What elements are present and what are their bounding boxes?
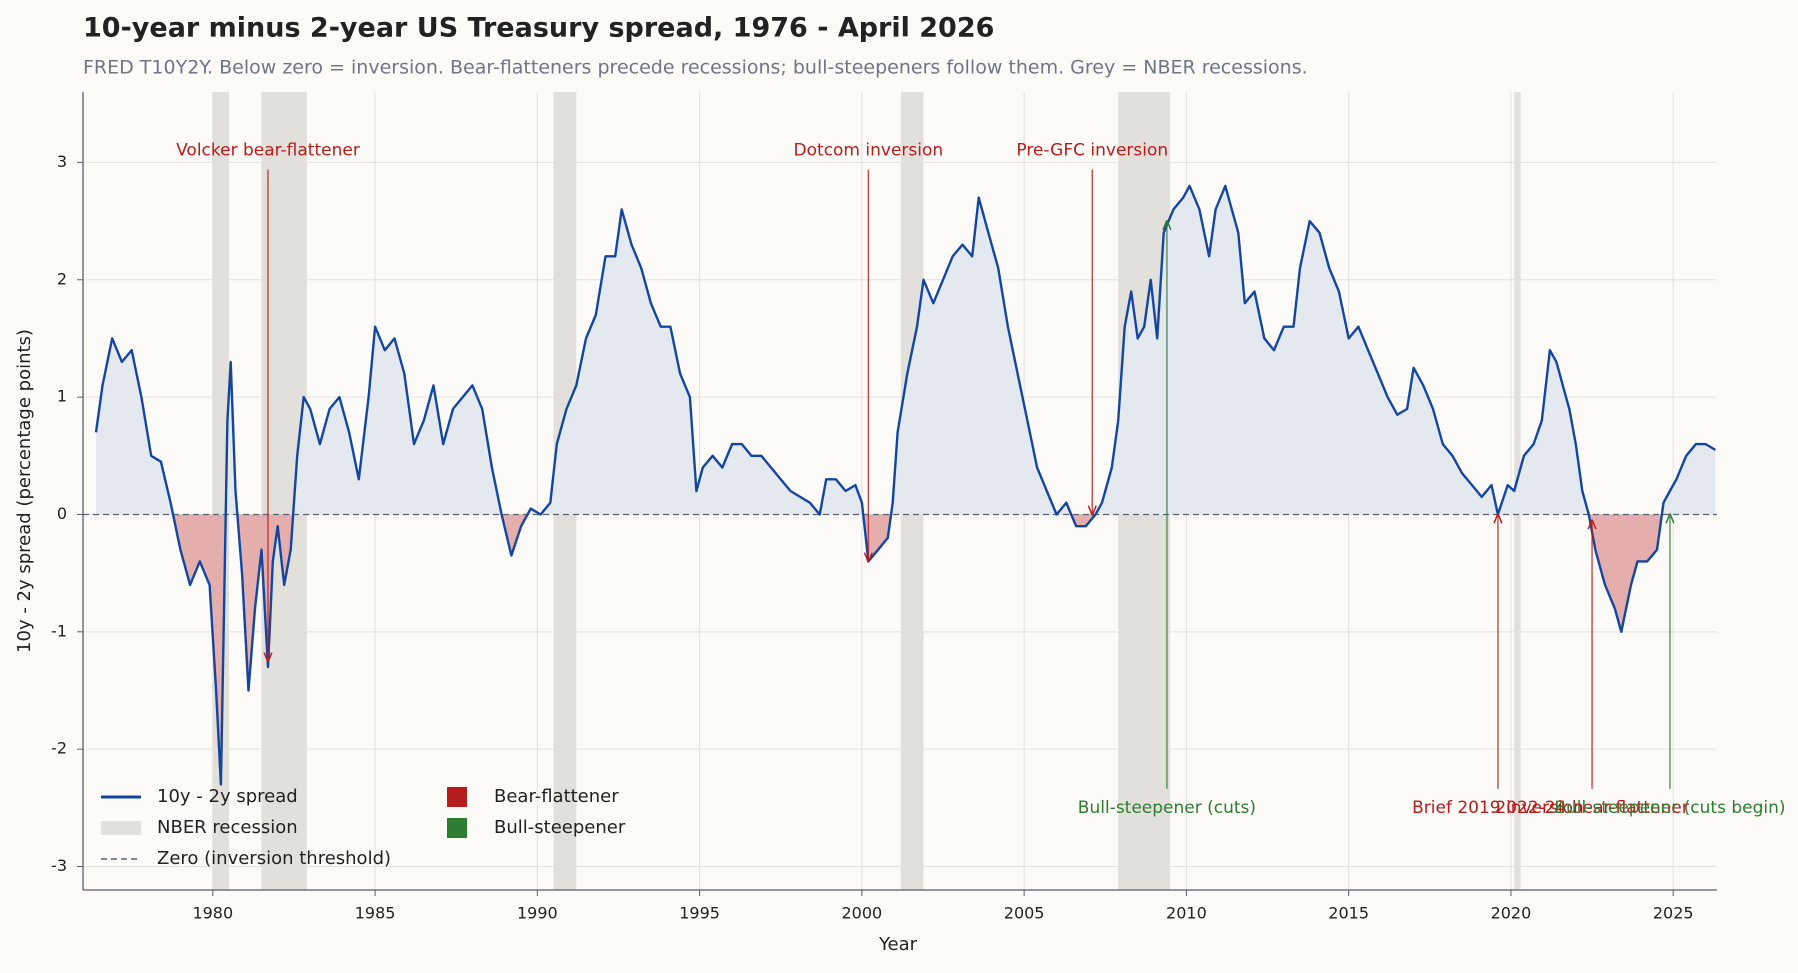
annotation-label: Bull-steepener (cuts begin) bbox=[1554, 798, 1785, 818]
x-tick-label: 2000 bbox=[842, 904, 883, 923]
x-tick-label: 2015 bbox=[1328, 904, 1369, 923]
annotation-label: 2022-24 bear-flattener bbox=[1495, 798, 1688, 818]
x-tick-label: 1995 bbox=[679, 904, 720, 923]
x-tick-label: 1990 bbox=[517, 904, 558, 923]
annotation-label: Volcker bear-flattener bbox=[176, 141, 360, 161]
y-tick-label: 1 bbox=[57, 387, 67, 406]
x-axis-label: Year bbox=[878, 934, 918, 955]
x-tick-label: 2010 bbox=[1166, 904, 1207, 923]
y-tick-label: 2 bbox=[57, 269, 67, 288]
annotation-label: Dotcom inversion bbox=[794, 141, 944, 161]
area-below bbox=[96, 514, 1716, 785]
series-line bbox=[94, 184, 1717, 786]
annotation-label: Brief 2019 inversion bbox=[1412, 798, 1584, 818]
x-tick-label: 1980 bbox=[192, 904, 233, 923]
y-tick-label: -1 bbox=[51, 621, 67, 640]
chart-subtitle: FRED T10Y2Y. Below zero = inversion. Bea… bbox=[83, 57, 1308, 79]
x-tick-label: 2020 bbox=[1491, 904, 1532, 923]
y-tick-label: 3 bbox=[57, 152, 67, 171]
chart-title: 10-year minus 2-year US Treasury spread,… bbox=[83, 13, 994, 44]
legend-swatch-recession bbox=[101, 821, 141, 835]
legend-label: 10y - 2y spread bbox=[157, 786, 298, 807]
x-tick-label: 1985 bbox=[355, 904, 396, 923]
y-tick-label: -2 bbox=[51, 739, 67, 758]
legend-swatch-square bbox=[447, 787, 467, 807]
legend-label: NBER recession bbox=[157, 817, 298, 838]
x-tick-label: 2005 bbox=[1004, 904, 1045, 923]
y-tick-label: 0 bbox=[57, 504, 67, 523]
annotation-label: Pre-GFC inversion bbox=[1016, 141, 1168, 161]
annotation-label: Bull-steepener (cuts) bbox=[1078, 798, 1256, 818]
legend-label: Bear-flattener bbox=[494, 786, 619, 807]
legend-swatch-square bbox=[447, 818, 467, 838]
x-tick-label: 2025 bbox=[1653, 904, 1694, 923]
y-tick-label: -3 bbox=[51, 856, 67, 875]
y-axis-label: 10y - 2y spread (percentage points) bbox=[14, 329, 35, 653]
area-above bbox=[96, 185, 1716, 515]
legend-label: Bull-steepener bbox=[494, 817, 626, 838]
legend-label: Zero (inversion threshold) bbox=[157, 848, 391, 869]
